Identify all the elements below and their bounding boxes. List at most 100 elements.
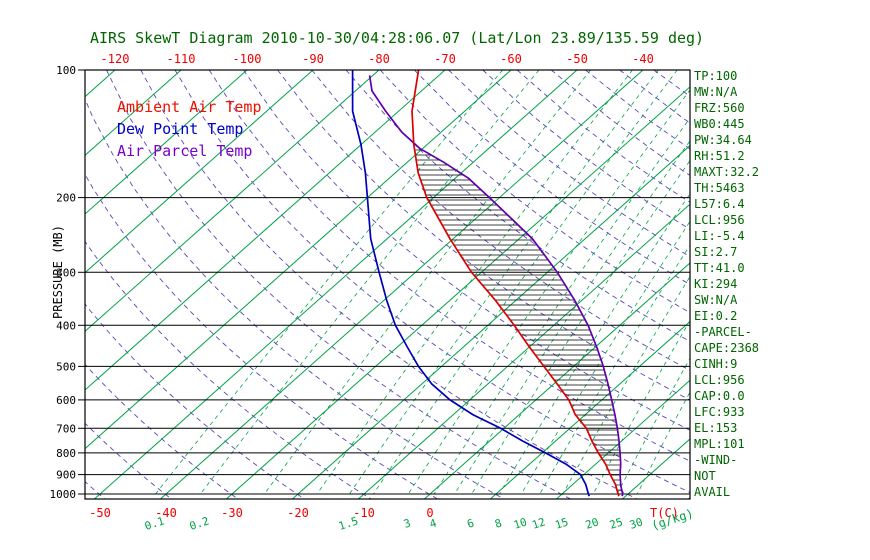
panel-stat-line: -PARCEL- [694,325,752,339]
pressure-tick-label: 200 [56,192,76,205]
dry-adiabat-line [653,70,690,97]
isotherm-line [85,70,248,215]
dry-adiabat-line [174,70,690,494]
top-temp-label: -110 [167,52,196,66]
bottom-temp-label: 0 [426,506,433,520]
dry-adiabat-line [85,173,439,499]
page-title: AIRS SkewT Diagram 2010-10-30/04:28:06.0… [90,29,704,47]
dry-adiabat-line [85,98,505,499]
pressure-tick-label: 800 [56,447,76,460]
mixing-ratio-label: 1.5 [337,514,360,533]
isotherm-line [85,70,512,450]
top-temp-label: -60 [500,52,522,66]
panel-stat-line: MW:N/A [694,85,738,99]
temp-unit-label: T(C) [650,506,679,520]
panel-stat-line: MAXT:32.2 [694,165,759,179]
isotherm-line [556,379,690,499]
top-temp-label: -90 [302,52,324,66]
top-temp-label: -50 [566,52,588,66]
mixing-ratio-line [562,275,690,495]
isotherm-line [85,70,446,391]
panel-stat-line: SW:N/A [694,293,738,307]
panel-stat-line: MPL:101 [694,437,745,451]
panel-stat-line: PW:34.64 [694,133,752,147]
panel-stat-line: CAPE:2368 [694,341,759,355]
mixing-ratio-label: 8 [493,516,503,530]
isotherm-line [85,70,182,157]
mixing-ratio-line [264,70,591,495]
mixing-ratio-label: 0.2 [188,514,211,533]
pressure-axis-label: PRESSURE (MB) [51,225,65,319]
dry-adiabat-line [0,70,39,499]
mixing-ratio-line [471,159,690,495]
top-temp-label: -120 [101,52,130,66]
panel-stat-line: LCL:956 [694,373,745,387]
top-temp-label: -100 [233,52,262,66]
panel-stat-line: LFC:933 [694,405,745,419]
mixing-ratio-label: 12 [530,515,547,531]
panel-stat-line: LCL:956 [694,213,745,227]
panel-stat-line: EI:0.2 [694,309,737,323]
panel-stat-line: CINH:9 [694,357,737,371]
dry-adiabat-line [85,363,239,499]
top-temp-label: -70 [434,52,456,66]
panel-stat-line: CAP:0.0 [694,389,745,403]
isotherm-line [358,203,690,499]
panel-stat-line: L57:6.4 [694,197,745,211]
panel-stat-line: KI:294 [694,277,737,291]
isotherm-line [94,70,578,499]
top-temp-label: -80 [368,52,390,66]
panel-stat-line: EL:153 [694,421,737,435]
mixing-ratio-label: 15 [553,515,570,531]
mixing-ratio-label: 30 [628,515,645,531]
mixing-ratio-line [373,70,678,495]
pressure-tick-label: 300 [56,266,76,279]
pressure-tick-label: 400 [56,319,76,332]
panel-stat-line: FRZ:560 [694,101,745,115]
pressure-tick-label: 500 [56,360,76,373]
mixing-ratio-line [521,220,690,495]
mixing-ratio-line [636,391,690,495]
plot-frame [84,69,691,500]
mixing-ratio-line [592,319,690,495]
pressure-tick-label: 600 [56,394,76,407]
pressure-tick-label: 1000 [50,488,77,501]
panel-stat-line: SI:2.7 [694,245,737,259]
panel-stat-line: TP:100 [694,69,737,83]
mixing-ratio-label: 4 [428,516,439,531]
dry-adiabat-line [414,70,690,285]
isotherm-line [424,262,690,499]
cape-hatch [414,149,622,491]
ambient-temp-curve [411,70,620,497]
mixing-ratio-line [433,117,690,495]
pressure-tick-label: 700 [56,422,76,435]
mixing-ratio-line [499,193,690,495]
chart-overlay: AIRS SkewT Diagram 2010-10-30/04:28:06.0… [51,29,704,533]
dry-adiabat-line [208,70,690,462]
parcel-temp-curve [368,75,624,497]
isotherm-line [226,86,690,499]
bottom-temp-label: -30 [221,506,243,520]
mixing-ratio-line [539,244,690,495]
panel-stat-line: NOT [694,469,716,483]
panel-stat-line: AVAIL [694,485,730,499]
bottom-temp-label: -20 [287,506,309,520]
isotherm-line [160,70,644,499]
mixing-ratio-label: 20 [584,515,601,531]
mixing-ratio-label: 6 [465,516,475,530]
dry-adiabat-line [85,303,306,499]
bottom-temp-label: -10 [353,506,375,520]
panel-stat-line: TH:5463 [694,181,745,195]
panel-stat-line: TT:41.0 [694,261,745,275]
pressure-tick-label: 100 [56,64,76,77]
mixing-ratio-label: 25 [608,515,625,531]
profile-curves [351,70,624,497]
dry-adiabat-line [345,70,690,342]
mixing-ratio-line [316,70,633,495]
panel-stat-line: LI:-5.4 [694,229,745,243]
isotherm-line [85,70,380,333]
dry-adiabat-line [140,70,639,499]
